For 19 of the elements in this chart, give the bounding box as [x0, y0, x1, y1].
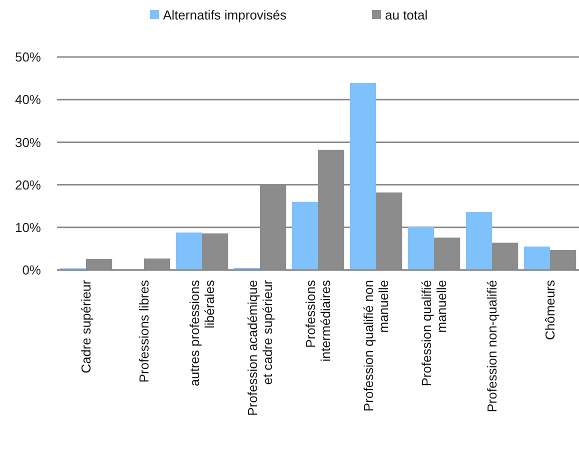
bar — [524, 246, 550, 270]
x-tick-label: autres professions libérales — [187, 280, 218, 386]
y-tick-label: 30% — [14, 134, 42, 150]
bar — [466, 212, 492, 270]
bar — [408, 226, 434, 270]
x-tick-label: Chômeurs — [542, 280, 558, 340]
x-tick-label: Profession non-qualifié — [484, 280, 500, 412]
legend-label: Alternatifs improvisés — [163, 8, 288, 23]
y-tick-label: 0% — [22, 262, 42, 278]
y-tick-label: 50% — [14, 50, 42, 65]
y-tick-label: 10% — [14, 220, 42, 235]
bar — [292, 202, 318, 270]
x-tick-label: Professions libres — [136, 280, 152, 383]
y-tick-label: 20% — [14, 177, 42, 192]
y-tick-label: 40% — [14, 92, 42, 108]
bar — [350, 82, 376, 270]
bar — [176, 232, 202, 270]
x-tick-label: Cadre supérieur — [78, 279, 94, 374]
legend-label: au total — [385, 8, 428, 23]
